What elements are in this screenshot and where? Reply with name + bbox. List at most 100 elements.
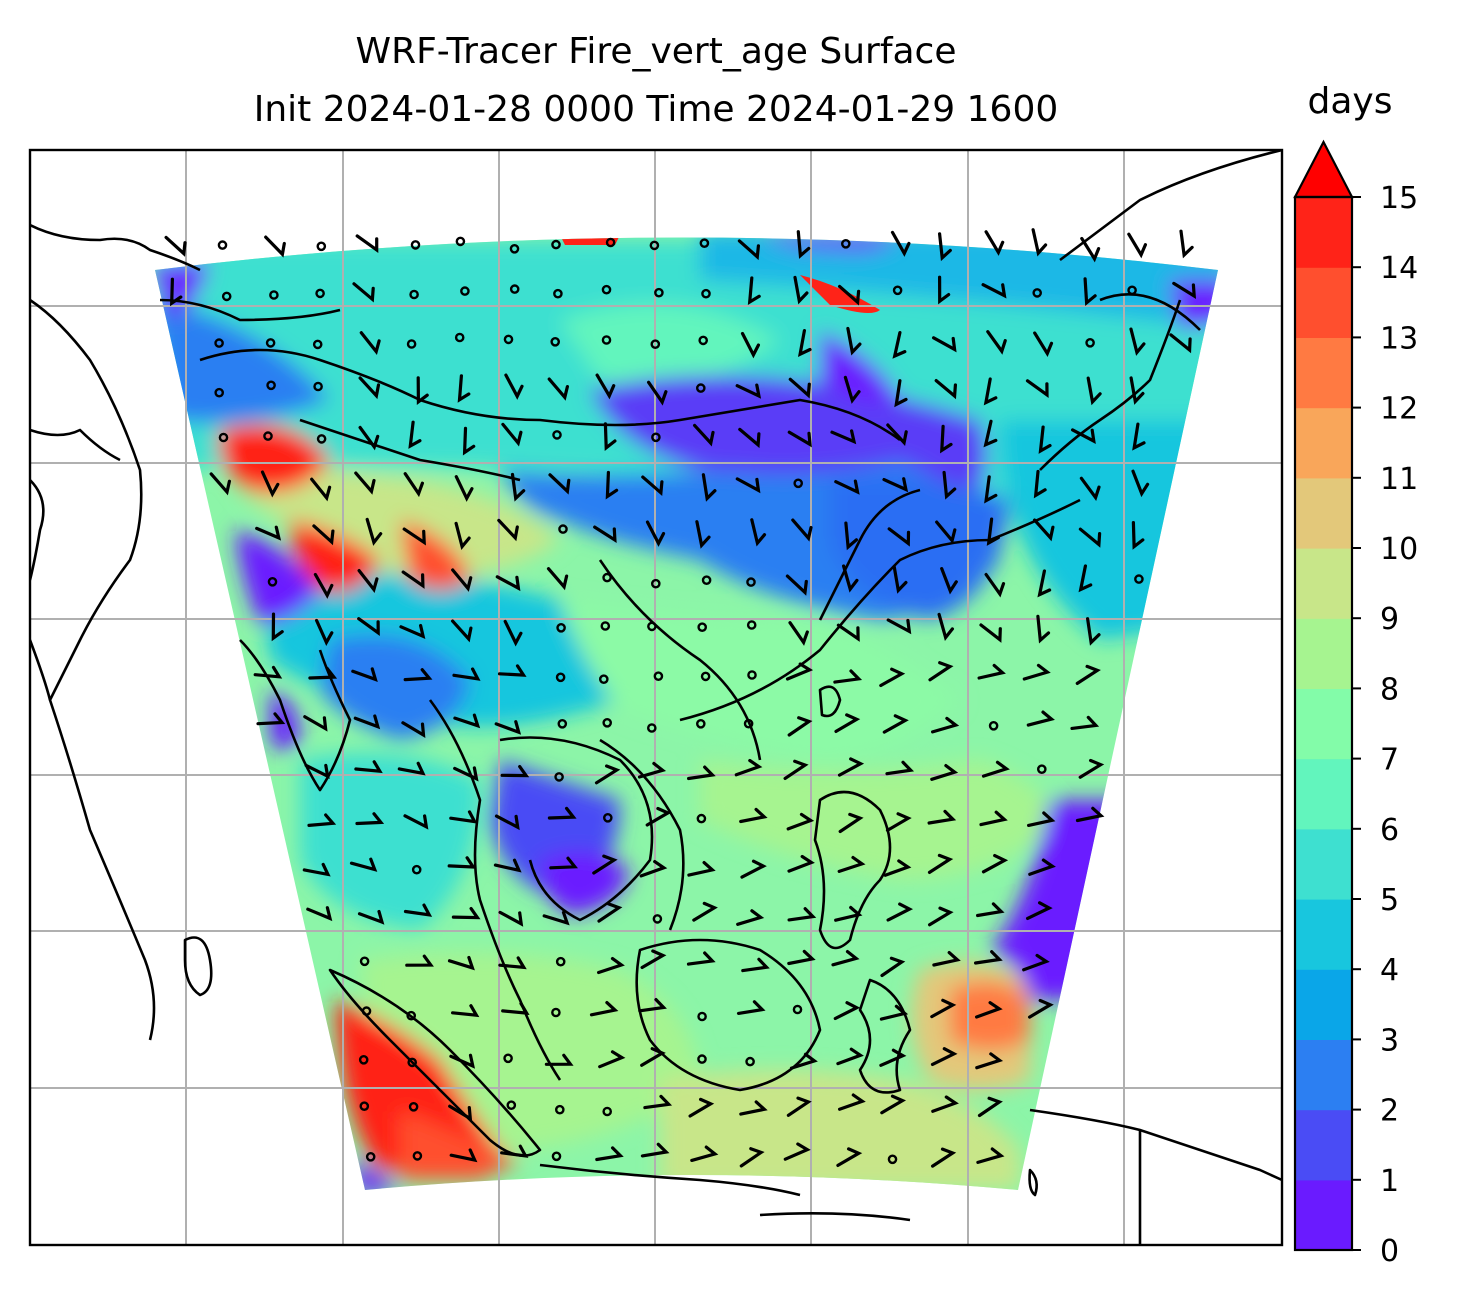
wind-barb: [271, 612, 284, 642]
colorbar-tick-label: 15: [1380, 181, 1418, 216]
wind-barb: [882, 714, 909, 734]
wind-barb: [834, 479, 860, 495]
wind-barb: [1086, 376, 1102, 406]
wind-barb: [497, 518, 519, 542]
wind-barb: [931, 1095, 959, 1113]
wind-barb: [737, 239, 760, 261]
tracer-age-field: [155, 237, 1218, 1190]
wind-barb: [791, 518, 813, 542]
wind-barb: [1036, 614, 1051, 644]
wind-barb: [838, 284, 861, 306]
wind-barb-calm: [407, 1057, 418, 1068]
wind-barb: [451, 568, 473, 592]
wind-barb: [453, 713, 481, 729]
wind-barb-calm: [316, 241, 327, 252]
wind-barb-calm: [408, 1102, 419, 1112]
wind-barb: [302, 862, 331, 877]
wind-barb-calm: [221, 291, 232, 302]
wind-barb: [640, 1142, 670, 1158]
colorbar-band: [1295, 197, 1352, 268]
wind-barb-calm: [988, 721, 999, 731]
wind-barb-calm: [551, 239, 561, 250]
wind-barb-calm: [601, 284, 612, 295]
wind-barb: [838, 1093, 866, 1111]
wind-barb: [647, 380, 668, 406]
wind-barb: [452, 667, 481, 681]
wind-barb-calm: [551, 1151, 562, 1162]
wind-barb: [983, 377, 998, 406]
wind-barb: [1031, 228, 1048, 257]
wind-barb: [494, 720, 522, 735]
wind-barb: [934, 379, 957, 400]
wind-barb: [494, 814, 520, 831]
wind-barb: [833, 1001, 861, 1021]
wind-barb: [401, 721, 426, 738]
wind-barb-calm: [550, 336, 561, 347]
wind-barb: [256, 712, 286, 726]
wind-barb-calm: [602, 718, 613, 728]
wind-barb: [688, 1097, 715, 1118]
wind-barb-calm: [506, 1100, 517, 1110]
wind-barb: [842, 564, 859, 593]
wind-barb: [500, 1144, 529, 1158]
wind-barb-calm: [743, 718, 754, 729]
wind-barb: [927, 853, 954, 874]
wind-barb: [879, 1048, 907, 1067]
wind-barb: [787, 907, 817, 922]
wind-barb-calm: [1134, 574, 1144, 584]
wind-barb: [984, 572, 1006, 598]
map-axes-frame: [28, 148, 1284, 1247]
wind-barb: [931, 716, 960, 734]
wind-barb: [546, 567, 569, 591]
colorbar-band: [1295, 1039, 1352, 1111]
wind-barb-calm: [265, 338, 276, 348]
wind-barb: [304, 763, 330, 780]
wind-barb: [787, 949, 816, 966]
wind-barb-calm: [455, 236, 466, 247]
wind-barb: [1127, 232, 1147, 259]
wind-barb: [1078, 758, 1105, 779]
wind-barb: [605, 470, 619, 500]
wind-barb: [1075, 806, 1105, 823]
colorbar-band: [1295, 758, 1352, 830]
wind-barb: [449, 1053, 476, 1069]
wind-barb: [402, 527, 426, 546]
wind-barb: [255, 525, 282, 541]
wind-barb: [603, 422, 617, 451]
wind-barb-calm: [406, 339, 417, 349]
wind-barb: [416, 376, 429, 405]
wind-barb: [1022, 663, 1051, 681]
colorbar-tick-label: 3: [1380, 1023, 1399, 1058]
wind-barb: [734, 758, 763, 777]
colorbar-band: [1295, 618, 1352, 689]
wind-barb: [1172, 281, 1197, 300]
wind-barb-calm: [654, 287, 664, 298]
wind-barb: [357, 569, 379, 593]
wind-barb: [645, 806, 672, 827]
wind-barb-calm: [651, 578, 661, 589]
wind-barb-calm: [359, 1101, 370, 1111]
wind-barb: [739, 1100, 768, 1116]
wind-barb: [787, 716, 813, 737]
wind-barb-calm: [217, 240, 228, 250]
wind-barb: [1038, 425, 1052, 454]
wind-barb-calm: [555, 1104, 565, 1115]
wind-barb-calm: [316, 434, 327, 444]
wind-barb: [938, 232, 952, 262]
wind-barb-calm: [411, 864, 422, 875]
wind-barb: [589, 1001, 619, 1017]
wind-barb: [639, 860, 668, 878]
wind-barb: [793, 275, 809, 305]
wind-barb: [403, 814, 429, 830]
wind-barb-calm: [699, 238, 710, 248]
wind-barb: [312, 524, 335, 546]
wind-barb: [500, 765, 530, 778]
wind-barb: [307, 813, 337, 827]
wind-barb: [738, 427, 761, 449]
colorbar-tick-label: 9: [1380, 602, 1399, 637]
wind-barb-calm: [647, 723, 657, 733]
wind-barb: [510, 472, 526, 502]
wind-barb-calm: [697, 1011, 707, 1022]
